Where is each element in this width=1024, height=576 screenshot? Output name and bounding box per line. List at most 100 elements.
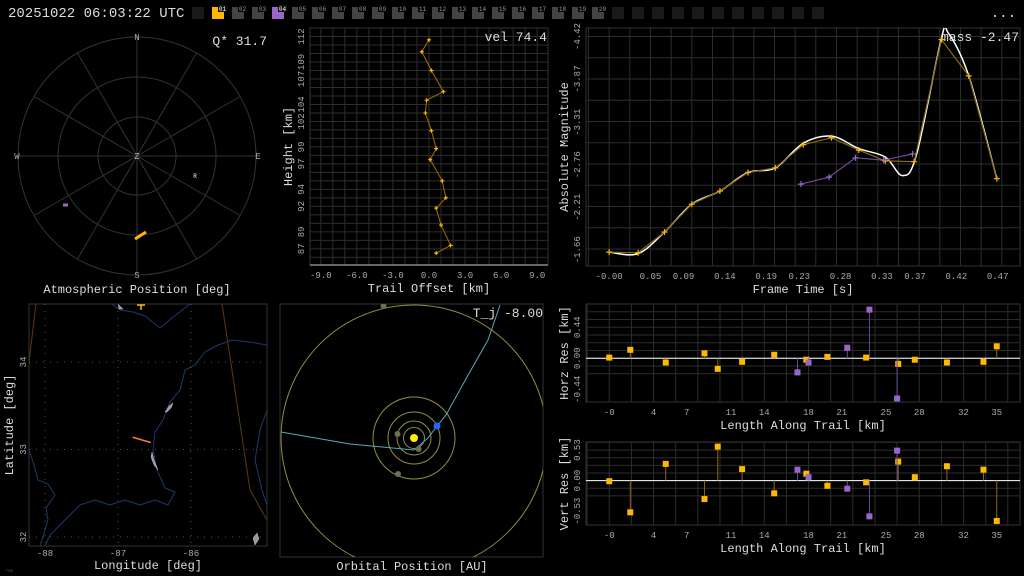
y-tick-label: -2.76 — [573, 151, 583, 178]
x-tick-label: 9.0 — [529, 271, 545, 281]
azimuth-spoke — [136, 96, 241, 157]
station-label-bg — [418, 5, 427, 12]
planet-orbit — [403, 427, 425, 449]
station-label-bg — [498, 5, 507, 12]
station-06-button[interactable]: 06 — [312, 5, 327, 19]
y-tick-label: 102 — [297, 113, 307, 129]
station-17-button[interactable]: 17 — [532, 5, 547, 19]
station-10-button[interactable]: 10 — [392, 5, 407, 19]
station-swatch — [752, 7, 764, 19]
x-tick-label: -0 — [604, 408, 615, 418]
residual-point — [606, 478, 613, 485]
horizontal-residuals-panel: -0 4 7 11 14 18 21 25 28 32 35 0.44 0.00 -0.44 Length … — [558, 303, 1021, 433]
station-label-bg — [398, 5, 407, 12]
data-point — [661, 229, 668, 235]
azimuth-spoke — [77, 52, 138, 157]
data-point — [434, 146, 439, 151]
x-tick-label: 0.05 — [640, 272, 662, 282]
station-slot — [732, 7, 744, 19]
compass-north: N — [134, 33, 139, 43]
x-tick-label: 32 — [958, 531, 969, 541]
station-label-bg — [598, 5, 607, 12]
x-tick-label: 0.28 — [830, 272, 852, 282]
station-13-button[interactable]: 13 — [452, 5, 467, 19]
orbit-title: Orbital Position [AU] — [336, 560, 487, 574]
station-label: 16 — [519, 6, 527, 13]
y-axis-label: Absolute Magnitude — [558, 82, 572, 212]
station-18-button[interactable]: 18 — [552, 5, 567, 19]
data-point — [772, 164, 779, 171]
station-01-button[interactable]: 01 — [212, 5, 227, 19]
residual-point — [980, 358, 987, 365]
tisserand-stat: T_j -8.00 — [473, 306, 543, 321]
station-swatch — [812, 7, 824, 19]
station-07-button[interactable]: 07 — [332, 5, 347, 19]
station-20-button[interactable]: 20 — [592, 5, 607, 19]
sun — [410, 434, 418, 442]
station-16-button[interactable]: 16 — [512, 5, 527, 19]
more-menu-button[interactable]: ... — [991, 6, 1016, 22]
x-tick-label: 0.47 — [987, 272, 1009, 282]
station-label: 09 — [379, 6, 387, 13]
y-tick-label: 112 — [297, 28, 307, 44]
station-label-bg — [218, 5, 227, 12]
data-point — [434, 206, 439, 211]
data-point — [688, 201, 695, 208]
x-tick-label: 32 — [958, 408, 969, 418]
data-point — [434, 251, 439, 256]
river — [44, 339, 267, 546]
residual-point — [844, 344, 851, 351]
orbital-position-panel: T_j -8.00 Orbital Position [AU] — [279, 303, 544, 574]
station-02-button[interactable]: 02 — [232, 5, 247, 19]
compass-west: W — [14, 152, 20, 162]
station-label-bg — [578, 5, 587, 12]
station-03-button[interactable]: 03 — [252, 5, 267, 19]
residual-point — [803, 470, 810, 477]
residual-point — [911, 474, 918, 481]
station-09-button[interactable]: 09 — [372, 5, 387, 19]
x-tick-label: 25 — [881, 531, 892, 541]
station-19-button[interactable]: 19 — [572, 5, 587, 19]
y-tick-label: 104 — [297, 96, 307, 112]
station-15-button[interactable]: 15 — [492, 5, 507, 19]
q-star-stat: Q* 31.7 — [212, 34, 267, 49]
y-tick-label: -0.44 — [573, 376, 583, 403]
station-12-button[interactable]: 12 — [432, 5, 447, 19]
azimuth-spoke — [33, 96, 138, 157]
x-tick-label: 0.09 — [673, 272, 695, 282]
station-label-bg — [238, 5, 247, 12]
state-border — [29, 304, 37, 363]
azimuth-spoke — [136, 155, 241, 216]
y-axis-label: Height [km] — [282, 107, 296, 186]
station-08-button[interactable]: 08 — [352, 5, 367, 19]
station-swatch — [772, 7, 784, 19]
x-tick-label: 35 — [991, 531, 1002, 541]
residual-point — [911, 356, 918, 363]
station-14-button[interactable]: 14 — [472, 5, 487, 19]
azimuth-spoke — [77, 155, 138, 260]
station-a-track — [134, 230, 147, 241]
light-curve-marks — [606, 28, 1000, 256]
data-point — [419, 49, 424, 54]
data-point — [716, 188, 723, 195]
residual-point — [794, 466, 801, 473]
x-tick-label: -88 — [37, 549, 53, 559]
azimuth-spoke — [136, 52, 197, 157]
residual-point — [895, 458, 902, 465]
station-slot — [672, 7, 684, 19]
residual-point — [805, 474, 812, 481]
station-label-bg — [458, 5, 467, 12]
residual-point — [894, 447, 901, 454]
data-point — [938, 36, 945, 43]
x-tick-label: -9.0 — [310, 271, 332, 281]
data-point — [993, 175, 1000, 182]
station-label-bg — [438, 5, 447, 12]
data-point — [880, 157, 887, 164]
azimuth-spoke — [136, 155, 197, 260]
polar-title: Atmospheric Position [deg] — [43, 283, 230, 297]
data-point — [909, 150, 916, 157]
station-11-button[interactable]: 11 — [412, 5, 427, 19]
station-05-button[interactable]: 05 — [292, 5, 307, 19]
station-04-button[interactable]: 04 — [272, 5, 287, 19]
